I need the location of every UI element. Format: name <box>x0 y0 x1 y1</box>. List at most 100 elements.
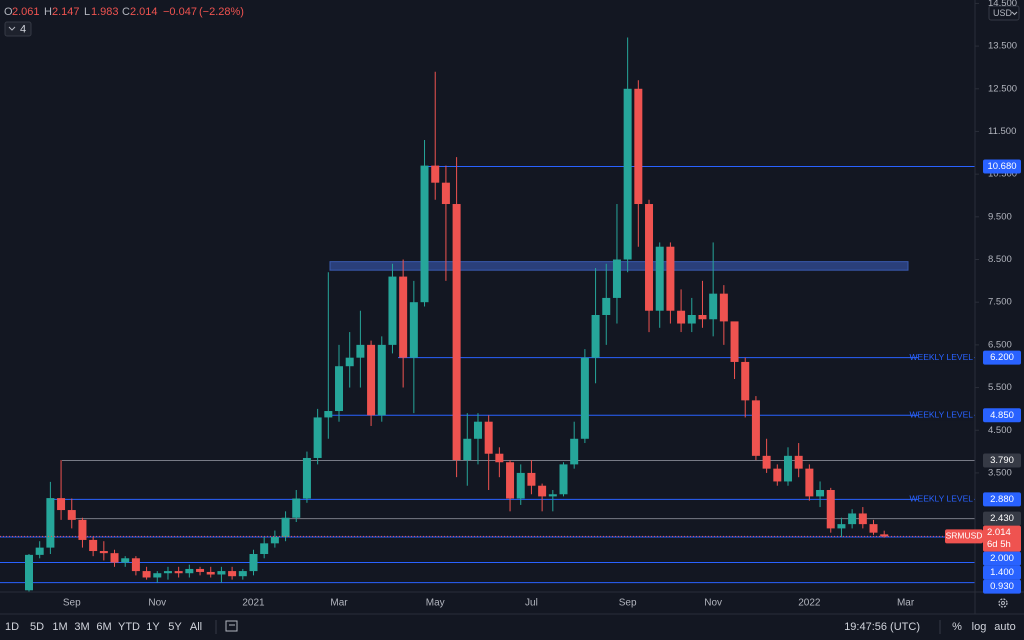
level-note-bg <box>918 410 974 421</box>
range-button[interactable]: 6M <box>96 621 111 633</box>
candle-body <box>655 246 664 311</box>
level-label: 10.680 <box>987 161 1016 172</box>
ohlc-value: 1.983 <box>91 6 119 18</box>
y-tick-label: 14.500 <box>988 0 1017 9</box>
y-tick-label: 12.500 <box>988 83 1017 94</box>
candle-body <box>591 314 600 358</box>
chevron-icon <box>8 26 16 31</box>
candle-body <box>356 344 365 358</box>
range-button[interactable]: All <box>190 621 202 633</box>
settings-icon[interactable] <box>998 598 1008 608</box>
level-label: 2.000 <box>990 553 1014 564</box>
range-button[interactable]: 3M <box>74 621 89 633</box>
candle-body <box>409 302 418 358</box>
candle-body <box>709 293 718 320</box>
date-range-icon[interactable] <box>225 620 238 632</box>
candle-body <box>121 558 130 563</box>
candle-body <box>848 513 857 525</box>
candle-body <box>869 524 878 533</box>
range-button[interactable]: 5Y <box>168 621 182 633</box>
ohlc-label: H <box>44 6 52 18</box>
gear[interactable] <box>998 598 1008 608</box>
price-label-bg <box>983 525 1021 552</box>
level-label-bg <box>983 350 1021 365</box>
candle-body <box>99 551 108 554</box>
level-label: 4.850 <box>990 410 1014 421</box>
candle-body <box>495 453 504 463</box>
x-tick-label: 2021 <box>242 598 265 609</box>
y-tick-label: 7.500 <box>988 297 1012 308</box>
level-label-bg <box>983 579 1021 594</box>
symbol-label-bg <box>945 529 983 544</box>
indicators-toggle[interactable] <box>4 21 32 37</box>
candle-body <box>687 314 696 324</box>
candle-body <box>25 554 33 591</box>
level-note-bg <box>918 494 974 505</box>
level-label-bg <box>983 408 1021 423</box>
range-button[interactable]: 5D <box>30 621 44 633</box>
candle-body <box>335 366 344 412</box>
candle-body <box>249 554 258 572</box>
y-tick-label: 11.500 <box>988 126 1016 137</box>
range-button[interactable]: 1D <box>5 621 19 633</box>
candle-body <box>270 536 279 544</box>
scale-toggle[interactable]: auto <box>994 621 1015 633</box>
y-tick-label: 4.500 <box>988 425 1012 436</box>
candle-body <box>602 297 611 315</box>
range-button[interactable]: YTD <box>118 621 140 633</box>
level-label-bg <box>983 551 1021 566</box>
candle-body <box>623 88 632 260</box>
candle-body <box>431 165 440 183</box>
candle-body <box>805 468 814 497</box>
candle-body <box>762 455 771 469</box>
clock: 19:47:56 (UTC) <box>844 621 920 633</box>
candle-body <box>153 573 162 578</box>
toolbar: 19:47:56 (UTC) 1D 5D 1M 3M 6M YTD 1Y 5Y All% log a… <box>5 620 1016 634</box>
level-label: 2.880 <box>990 494 1014 505</box>
candle-body <box>473 421 482 439</box>
candle-body <box>163 571 172 574</box>
candle-body <box>452 204 461 461</box>
candle-body <box>110 553 119 563</box>
range-button[interactable]: 1Y <box>146 621 160 633</box>
x-tick-label: 2022 <box>798 598 821 609</box>
candle-body <box>816 489 825 497</box>
candle-body <box>666 246 675 311</box>
currency-select[interactable] <box>988 5 1020 21</box>
candle-body <box>185 568 194 574</box>
currency: USD <box>993 8 1013 18</box>
candle-body <box>292 498 301 518</box>
candle-body <box>174 571 183 574</box>
scale-toggle[interactable]: % <box>952 621 962 633</box>
level-label: 2.430 <box>990 513 1014 524</box>
candle-body <box>89 539 98 552</box>
candle-body <box>837 524 846 529</box>
candle-body <box>441 182 450 205</box>
gear-hub <box>1001 601 1005 605</box>
candle-body <box>324 411 333 418</box>
range-button[interactable]: 1M <box>52 621 67 633</box>
candle-body <box>570 438 579 465</box>
candle-body <box>516 472 525 499</box>
candle-body <box>377 344 386 416</box>
candle-body <box>142 571 151 578</box>
x-tick-label: Nov <box>704 598 722 609</box>
candle-body <box>773 468 782 482</box>
level-note: WEEKLY LEVEL <box>910 352 974 362</box>
x-tick-label: Mar <box>897 598 915 609</box>
ohlc-value: 2.147 <box>52 6 80 18</box>
candle-body <box>463 438 472 461</box>
candle-body <box>399 276 408 358</box>
candle-body <box>78 519 87 540</box>
y-tick-label: 5.500 <box>988 382 1012 393</box>
candle-body <box>46 498 55 548</box>
ohlc-value: 2.061 <box>12 6 40 18</box>
scale-toggle[interactable]: log <box>972 621 987 633</box>
candle-body <box>730 321 739 362</box>
price-label: 2.014 <box>987 527 1011 538</box>
candle-body <box>35 547 44 555</box>
candle-body <box>580 357 589 439</box>
candle-body <box>783 455 792 482</box>
